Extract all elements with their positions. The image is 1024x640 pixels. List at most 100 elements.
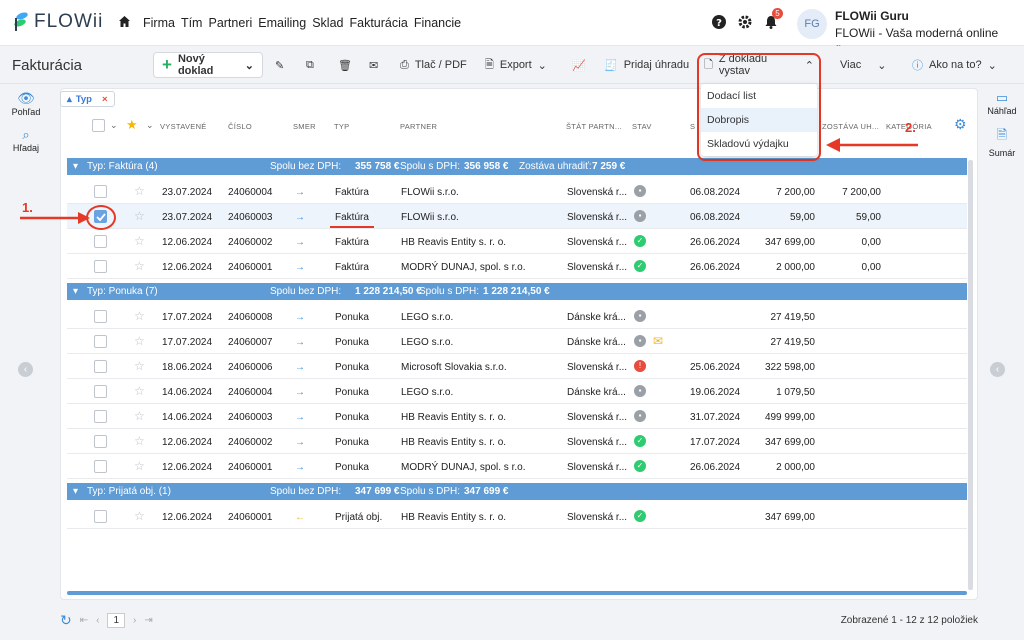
row-checkbox[interactable] — [94, 235, 107, 248]
table-row[interactable]: ☆ 14.06.2024 24060004 → Ponuka LEGO s.r.o. Dán… — [67, 379, 967, 404]
col-number[interactable]: ČÍSLO — [228, 122, 253, 131]
edit-button[interactable]: ✎ — [275, 52, 284, 78]
star-icon[interactable]: ☆ — [134, 409, 145, 423]
row-checkbox[interactable] — [94, 385, 107, 398]
col-remaining[interactable]: ZOSTÁVA UH... — [822, 122, 880, 131]
home-icon[interactable] — [118, 15, 131, 31]
table-row[interactable]: ☆ 12.06.2024 24060002 → Ponuka HB Reavis Enti… — [67, 429, 967, 454]
nav-firma[interactable]: Firma — [143, 16, 175, 30]
group-header[interactable]: ▾ Typ: Faktúra (4) Spolu bez DPH: 355 758 €… — [67, 158, 967, 175]
star-icon[interactable]: ★ — [126, 117, 138, 132]
prev-page-icon[interactable]: ‹ — [96, 615, 100, 626]
star-icon[interactable]: ☆ — [134, 509, 145, 523]
col-status[interactable]: STAV — [632, 122, 652, 131]
nav-emailing[interactable]: Emailing — [258, 16, 307, 30]
from-doc-button[interactable]: 🗋 Z dokladu vystav ⌃ — [698, 52, 820, 78]
next-panel-icon[interactable]: ‹ — [990, 362, 1005, 377]
chevron-down-icon[interactable]: ⌄ — [146, 120, 154, 130]
vertical-scrollbar[interactable] — [968, 160, 973, 590]
star-icon[interactable]: ☆ — [134, 209, 145, 223]
star-icon[interactable]: ☆ — [134, 334, 145, 348]
table-row[interactable]: ☆ 23.07.2024 24060004 → Faktúra FLOWii s.r.o.… — [67, 179, 967, 204]
table-row[interactable]: ☆ 18.06.2024 24060006 → Ponuka Microsoft Slov… — [67, 354, 967, 379]
table-row[interactable]: ☆ 14.06.2024 24060003 → Ponuka HB Reavis Enti… — [67, 404, 967, 429]
chevron-down-icon[interactable]: ⌄ — [110, 120, 118, 130]
last-page-icon[interactable]: ⇥ — [144, 615, 153, 626]
row-checkbox[interactable] — [94, 510, 107, 523]
star-icon[interactable]: ☆ — [134, 434, 145, 448]
collapse-icon[interactable]: ▾ — [73, 486, 79, 497]
refresh-icon[interactable]: ↻ — [60, 612, 72, 628]
summary-button[interactable]: 🗎 Sumár — [980, 126, 1024, 158]
view-button[interactable]: 👁 Pohľad — [0, 90, 52, 117]
filter-chip[interactable]: ▴ Typ × — [60, 91, 115, 107]
col-due[interactable]: S — [690, 122, 696, 131]
group-header[interactable]: ▾ Typ: Ponuka (7) Spolu bez DPH: 1 228 214,… — [67, 283, 967, 300]
col-issued[interactable]: VYSTAVENÉ — [160, 122, 207, 131]
prev-panel-icon[interactable]: ‹ — [18, 362, 33, 377]
row-checkbox[interactable] — [94, 335, 107, 348]
row-checkbox[interactable] — [94, 410, 107, 423]
next-page-icon[interactable]: › — [133, 615, 137, 626]
flowii-logo[interactable]: FLOWii — [12, 11, 103, 33]
star-icon[interactable]: ☆ — [134, 184, 145, 198]
dropdown-item-credit-note[interactable]: Dobropis — [701, 108, 817, 132]
settings-gear-icon[interactable]: ⚙ — [954, 116, 967, 132]
table-row[interactable]: ☆ 12.06.2024 24060001 ← Prijatá obj. HB Reavi… — [67, 504, 967, 529]
current-page[interactable]: 1 — [107, 613, 126, 628]
avatar[interactable]: FG — [797, 9, 827, 39]
col-partner[interactable]: PARTNER — [400, 122, 438, 131]
row-checkbox[interactable] — [94, 435, 107, 448]
star-icon[interactable]: ☆ — [134, 309, 145, 323]
nav-financie[interactable]: Financie — [413, 16, 462, 30]
collapse-icon[interactable]: ▾ — [73, 161, 79, 172]
dropdown-item-stock-issue[interactable]: Skladovú výdajku — [707, 138, 789, 150]
new-doc-button[interactable]: + Nový doklad ⌄ — [153, 52, 263, 78]
print-button[interactable]: ⎙ Tlač / PDF — [400, 52, 467, 78]
row-checkbox[interactable] — [94, 360, 107, 373]
gear-icon[interactable] — [738, 15, 752, 34]
row-checkbox[interactable] — [94, 185, 107, 198]
collapse-icon[interactable]: ▾ — [73, 286, 79, 297]
horizontal-scrollbar[interactable] — [67, 591, 967, 595]
search-button[interactable]: ⌕ Hľadaj — [0, 127, 52, 153]
star-icon[interactable]: ☆ — [134, 259, 145, 273]
table-row[interactable]: ☆ 17.07.2024 24060007 → Ponuka LEGO s.r.o. Dán… — [67, 329, 967, 354]
table-row[interactable]: ☆ 17.07.2024 24060008 → Ponuka LEGO s.r.o. Dán… — [67, 304, 967, 329]
table-row[interactable]: ☆ 12.06.2024 24060002 → Faktúra HB Reavis Ent… — [67, 229, 967, 254]
star-icon[interactable]: ☆ — [134, 384, 145, 398]
star-icon[interactable]: ☆ — [134, 459, 145, 473]
dropdown-item-delivery-note[interactable]: Dodací list — [707, 90, 757, 102]
row-checkbox[interactable] — [94, 310, 107, 323]
delete-button[interactable]: 🗑 — [338, 52, 352, 78]
table-row[interactable]: ☆ 12.06.2024 24060001 → Faktúra MODRÝ DUNAJ, … — [67, 254, 967, 279]
row-checkbox[interactable] — [94, 260, 107, 273]
col-type[interactable]: TYP — [334, 122, 350, 131]
table-row[interactable]: ☆ 12.06.2024 24060001 → Ponuka MODRÝ DUNAJ, s… — [67, 454, 967, 479]
nav-partneri[interactable]: Partneri — [208, 16, 253, 30]
export-button[interactable]: 🗎 Export ⌄ — [485, 52, 547, 78]
bell-icon[interactable] — [764, 15, 778, 34]
email-button[interactable]: ✉ — [369, 52, 378, 78]
preview-button[interactable]: ▭ Náhľad — [980, 90, 1024, 116]
col-country[interactable]: ŠTÁT PARTN... — [566, 122, 622, 131]
chart-button[interactable]: 📈 — [572, 52, 586, 78]
help-icon[interactable]: ? — [712, 15, 726, 34]
nav-sklad[interactable]: Sklad — [312, 16, 344, 30]
close-icon[interactable]: × — [101, 93, 108, 105]
row-checkbox[interactable] — [94, 460, 107, 473]
copy-button[interactable]: ⧉ — [306, 52, 314, 78]
star-icon[interactable]: ☆ — [134, 234, 145, 248]
col-direction[interactable]: SMER — [293, 122, 316, 131]
select-all-checkbox[interactable] — [92, 119, 105, 132]
nav-tim[interactable]: Tím — [180, 16, 203, 30]
star-icon[interactable]: ☆ — [134, 359, 145, 373]
nav-fakturacia[interactable]: Fakturácia — [349, 16, 408, 30]
first-page-icon[interactable]: ⇤ — [79, 615, 89, 626]
group-header[interactable]: ▾ Typ: Prijatá obj. (1) Spolu bez DPH: 347 … — [67, 483, 967, 500]
more-button[interactable]: Viac ⌄ — [840, 52, 886, 78]
add-payment-button[interactable]: 🧾 Pridaj úhradu — [604, 52, 689, 78]
help-button[interactable]: ⓘ Ako na to? ⌄ — [912, 52, 997, 78]
col-category[interactable]: KATEGÓRIA — [886, 122, 932, 131]
table-row[interactable]: ☆ 23.07.2024 24060003 → Faktúra FLOWii s.r.o.… — [67, 204, 967, 229]
